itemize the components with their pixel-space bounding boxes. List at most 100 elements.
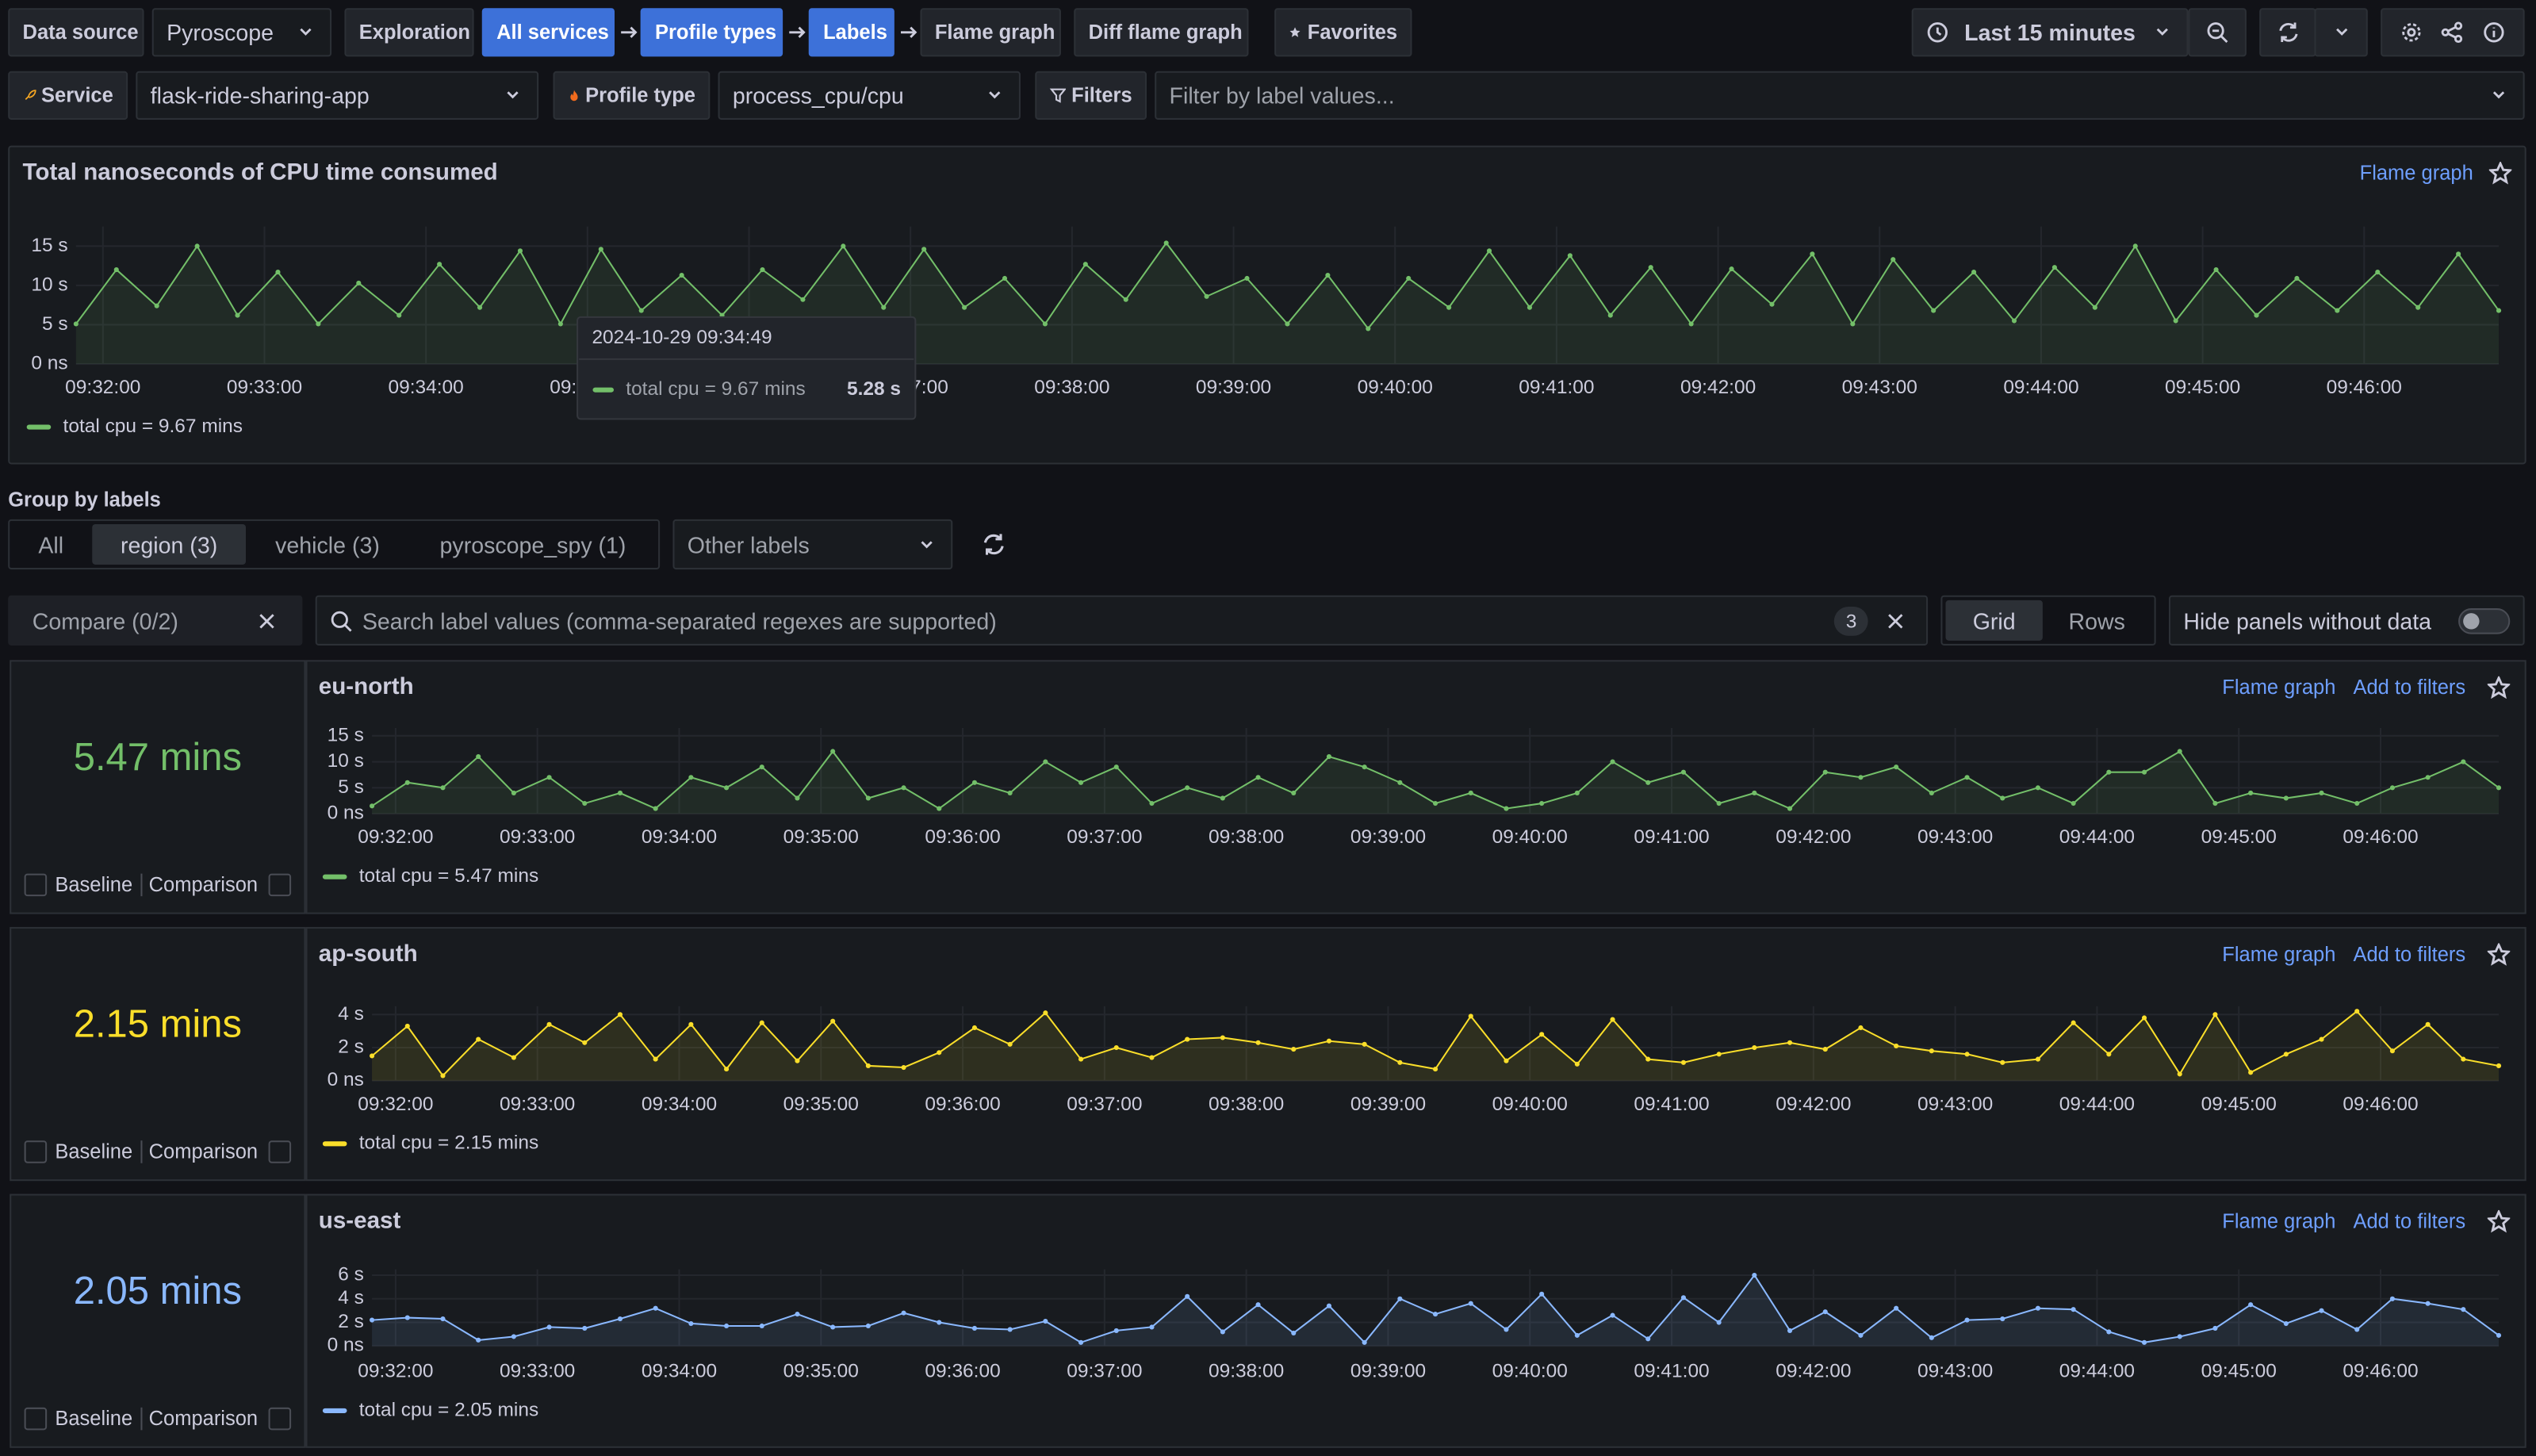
other-labels-select[interactable]: Other labels [672, 519, 952, 569]
panel-title: Total nanoseconds of CPU time consumed [23, 157, 498, 190]
total: 5.47 mins [10, 733, 305, 784]
favorite [2488, 672, 2511, 704]
separator [140, 1140, 142, 1163]
button[interactable]: All services [482, 8, 615, 56]
hide-panels-toggle[interactable]: Hide panels without data [2169, 596, 2525, 646]
refresh[interactable] [2259, 8, 2316, 56]
chevron [501, 84, 524, 107]
favorites-button[interactable]: Favorites [1274, 8, 1412, 56]
value: Pyroscope [167, 19, 274, 45]
comparison-label: Comparison [149, 872, 258, 899]
panel [305, 660, 2526, 914]
rocket-icon [23, 84, 36, 107]
zoom-out[interactable] [2188, 8, 2246, 56]
baseline-label: Baseline [55, 1139, 132, 1165]
datasource-select[interactable]: Pyroscope [152, 8, 331, 56]
placeholder: Other labels [688, 531, 810, 557]
add-to-filters-link[interactable]: Add to filters [2353, 938, 2465, 971]
refresh-labels[interactable] [982, 532, 1006, 557]
flame-graph-link[interactable]: Flame graph [2222, 1205, 2335, 1238]
icon [2277, 21, 2300, 44]
panel-title: eu-north [319, 672, 414, 704]
settings[interactable] [2400, 21, 2423, 44]
label: Service [8, 71, 128, 120]
tab[interactable]: vehicle (3) [246, 521, 409, 568]
button[interactable]: Profile types [641, 8, 783, 56]
comparison-label: Comparison [149, 1139, 258, 1165]
button[interactable]: Flame graph [920, 8, 1060, 56]
label: Profile type [554, 71, 711, 120]
favorite [2488, 938, 2511, 971]
profile-type-select[interactable]: process_cpu/cpu [718, 71, 1021, 120]
chevron [983, 84, 1006, 107]
info[interactable] [2483, 21, 2506, 44]
tab-selected[interactable]: region (3) [92, 524, 246, 565]
favorite-star[interactable] [2488, 1210, 2511, 1233]
baseline-checkbox[interactable] [25, 1408, 48, 1431]
comparison-checkbox[interactable] [269, 1140, 292, 1163]
knob [2463, 612, 2479, 628]
separator [140, 1408, 142, 1431]
text: Profile type [585, 84, 695, 107]
star-icon [1289, 21, 1301, 44]
label: Hide panels without data [2183, 607, 2431, 634]
search-input[interactable]: Search label values (comma-separated reg… [316, 596, 1928, 646]
add-to-filters-link[interactable]: Add to filters [2353, 1205, 2465, 1238]
value: flask-ride-sharing-app [151, 82, 370, 109]
chevron [2330, 21, 2353, 44]
panel-title: ap-south [319, 938, 418, 971]
comparison-label: Comparison [149, 1406, 258, 1432]
layout-option-selected[interactable]: Grid [1946, 600, 2043, 641]
arrow [618, 21, 641, 44]
separator [140, 874, 142, 897]
label: Last 15 minutes [1964, 19, 2136, 45]
chevron [2151, 21, 2174, 44]
chevron [294, 21, 317, 44]
flame-graph-link[interactable]: Flame graph [2222, 672, 2335, 704]
total: 2.05 mins [10, 1266, 305, 1318]
close [255, 609, 278, 632]
chevron [2488, 84, 2511, 107]
main-panel [8, 146, 2526, 465]
settings-group [2381, 8, 2525, 56]
total: 2.15 mins [10, 1000, 305, 1052]
icon [2206, 21, 2229, 44]
baseline-checkbox[interactable] [25, 1140, 48, 1163]
label: Data source [8, 8, 144, 56]
panel-title: us-east [319, 1205, 401, 1238]
tab[interactable]: All [10, 521, 92, 568]
clock-icon [1926, 21, 1949, 44]
baseline-label: Baseline [55, 1406, 132, 1432]
favorite-star[interactable] [2489, 162, 2512, 185]
baseline-checkbox[interactable] [25, 874, 48, 897]
placeholder: Filter by label values... [1170, 82, 1395, 109]
arrow [898, 21, 921, 44]
favorite-star[interactable] [2488, 676, 2511, 699]
refresh-interval[interactable] [2315, 8, 2368, 56]
flame-graph-link[interactable]: Flame graph [2222, 938, 2335, 971]
time-picker[interactable]: Last 15 minutes [1912, 8, 2189, 56]
section-title: Group by labels [8, 485, 161, 515]
chevron [915, 533, 938, 556]
service-select[interactable]: flask-ride-sharing-app [136, 71, 538, 120]
filter-input[interactable]: Filter by label values... [1155, 71, 2524, 120]
button[interactable]: Exploration [344, 8, 473, 56]
clear[interactable] [1884, 609, 1907, 632]
tab[interactable]: pyroscope_spy (1) [409, 521, 657, 568]
comparison-checkbox[interactable] [269, 1408, 292, 1431]
share[interactable] [2442, 21, 2465, 44]
flame-graph-link[interactable]: Flame graph [2360, 157, 2473, 190]
button[interactable]: Labels [809, 8, 894, 56]
label: Filters [1035, 71, 1147, 120]
compare-button[interactable]: Compare (0/2) [8, 596, 302, 646]
favorite-star[interactable] [2488, 943, 2511, 966]
add-to-filters-link[interactable]: Add to filters [2353, 672, 2465, 704]
value: process_cpu/cpu [733, 82, 904, 109]
match-count: 3 [1834, 606, 1868, 635]
button[interactable]: Diff flame graph [1074, 8, 1248, 56]
comparison-checkbox[interactable] [269, 874, 292, 897]
layout-option[interactable]: Rows [2046, 600, 2147, 641]
filter-icon [1050, 84, 1067, 107]
